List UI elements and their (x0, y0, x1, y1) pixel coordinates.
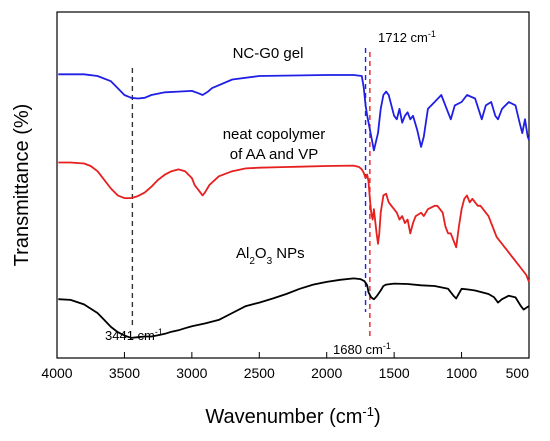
x-tick-label-2000: 2000 (311, 365, 342, 381)
x-axis-title: Wavenumber (cm-1) (205, 404, 380, 429)
al2o3-sub-1: 2 (249, 256, 255, 267)
annotation-3441: 3441 cm-1 (105, 327, 163, 343)
y-axis-title: Transmittance (%) (11, 104, 33, 267)
x-tick-label-1000: 1000 (446, 365, 477, 381)
annotation-1712: 1712 cm-1 (378, 29, 436, 45)
annotation-1680-text: 1680 cm (333, 342, 383, 357)
x-axis-ticks: 4000 3500 3000 2500 2000 1500 1000 500 (41, 352, 530, 381)
series-line-1 (58, 161, 530, 283)
series-label-copolymer-line2: of AA and VP (230, 146, 318, 163)
x-tick-label-3000: 3000 (176, 365, 207, 381)
series-group (58, 73, 530, 339)
plot-frame (56, 11, 530, 359)
series-label-copolymer-line1: neat copolymer (223, 126, 326, 143)
al2o3-part-c: NPs (272, 245, 305, 262)
x-tick-label-2500: 2500 (244, 365, 275, 381)
annotation-1712-text: 1712 cm (378, 30, 428, 45)
x-tick-label-3500: 3500 (109, 365, 140, 381)
annotation-1712-sup: -1 (428, 29, 436, 39)
x-tick-label-1500: 1500 (379, 365, 410, 381)
x-tick-label-500: 500 (506, 365, 530, 381)
al2o3-part-b: O (255, 245, 267, 262)
series-label-al2o3: Al2O3 NPs (236, 245, 305, 267)
annotation-3441-text: 3441 cm (105, 328, 155, 343)
x-axis-title-end: ) (374, 406, 381, 428)
x-axis-title-text: Wavenumber (cm (205, 406, 362, 428)
annotation-3441-sup: -1 (155, 327, 163, 337)
annotation-1680-sup: -1 (383, 341, 391, 351)
x-axis-title-sup: -1 (362, 404, 374, 419)
series-label-nc-g0: NC-G0 gel (233, 45, 304, 62)
annotation-1680: 1680 cm-1 (333, 341, 391, 357)
series-line-2 (58, 277, 530, 339)
al2o3-sub-2: 3 (267, 256, 273, 267)
x-tick-label-4000: 4000 (41, 365, 72, 381)
al2o3-part-a: Al (236, 245, 249, 262)
series-line-0 (58, 73, 530, 152)
